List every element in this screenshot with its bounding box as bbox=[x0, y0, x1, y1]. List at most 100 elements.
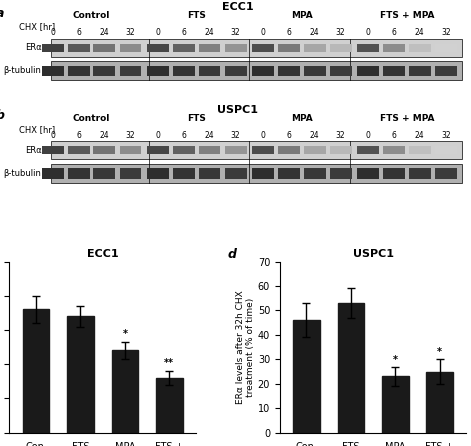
Bar bbox=[225, 44, 246, 52]
Bar bbox=[252, 66, 274, 76]
Bar bbox=[199, 146, 220, 154]
Text: *: * bbox=[122, 329, 127, 339]
Bar bbox=[278, 66, 300, 76]
Text: 6: 6 bbox=[392, 28, 397, 37]
Bar bbox=[278, 168, 300, 179]
Bar bbox=[409, 146, 430, 154]
Text: 0: 0 bbox=[365, 131, 371, 140]
Text: 6: 6 bbox=[286, 28, 292, 37]
Text: 24: 24 bbox=[310, 28, 319, 37]
Text: MPA: MPA bbox=[291, 11, 313, 20]
Bar bbox=[330, 44, 352, 52]
Bar bbox=[67, 316, 94, 433]
Bar bbox=[409, 66, 430, 76]
Bar bbox=[330, 168, 352, 179]
Text: 32: 32 bbox=[336, 28, 345, 37]
Bar bbox=[50, 61, 462, 80]
Bar bbox=[383, 168, 405, 179]
Bar bbox=[112, 351, 138, 433]
Text: 24: 24 bbox=[205, 131, 214, 140]
Bar bbox=[199, 168, 220, 179]
Text: 0: 0 bbox=[50, 131, 55, 140]
Bar bbox=[435, 66, 457, 76]
Bar bbox=[120, 146, 141, 154]
Text: FTS + MPA: FTS + MPA bbox=[380, 11, 434, 20]
Bar bbox=[50, 141, 462, 159]
Bar bbox=[156, 378, 183, 433]
Bar bbox=[409, 168, 430, 179]
Text: β-tubulin: β-tubulin bbox=[3, 66, 41, 75]
Text: 24: 24 bbox=[205, 28, 214, 37]
Bar bbox=[68, 66, 90, 76]
Bar bbox=[304, 168, 325, 179]
Text: 24: 24 bbox=[310, 131, 319, 140]
Text: FTS: FTS bbox=[187, 11, 206, 20]
Text: USPC1: USPC1 bbox=[217, 105, 259, 115]
Bar bbox=[357, 66, 379, 76]
Text: Control: Control bbox=[73, 114, 110, 123]
Bar bbox=[93, 66, 115, 76]
Text: 0: 0 bbox=[260, 131, 266, 140]
Bar bbox=[50, 39, 462, 57]
Bar bbox=[42, 146, 64, 154]
Text: FTS: FTS bbox=[187, 114, 206, 123]
Bar bbox=[382, 376, 408, 433]
Text: 24: 24 bbox=[100, 131, 109, 140]
Bar bbox=[23, 310, 49, 433]
Bar bbox=[338, 303, 364, 433]
Bar bbox=[199, 66, 220, 76]
Text: 6: 6 bbox=[76, 131, 81, 140]
Text: 6: 6 bbox=[392, 131, 397, 140]
Text: 32: 32 bbox=[126, 131, 135, 140]
Text: b: b bbox=[0, 109, 5, 122]
Text: d: d bbox=[227, 248, 236, 261]
Bar bbox=[304, 44, 325, 52]
Text: FTS + MPA: FTS + MPA bbox=[380, 114, 434, 123]
Bar bbox=[42, 66, 64, 76]
Bar bbox=[383, 146, 405, 154]
Bar bbox=[173, 168, 195, 179]
Text: 32: 32 bbox=[231, 131, 240, 140]
Bar bbox=[173, 66, 195, 76]
Bar bbox=[147, 168, 169, 179]
Text: 32: 32 bbox=[231, 28, 240, 37]
Bar bbox=[50, 164, 462, 183]
Text: 6: 6 bbox=[181, 28, 187, 37]
Bar bbox=[225, 66, 246, 76]
Bar bbox=[147, 146, 169, 154]
Bar bbox=[120, 168, 141, 179]
Text: MPA: MPA bbox=[291, 114, 313, 123]
Text: β-tubulin: β-tubulin bbox=[3, 169, 41, 178]
Text: **: ** bbox=[164, 358, 174, 368]
Text: 32: 32 bbox=[126, 28, 135, 37]
Bar bbox=[68, 146, 90, 154]
Text: 24: 24 bbox=[415, 28, 424, 37]
Text: 24: 24 bbox=[415, 131, 424, 140]
Bar bbox=[357, 146, 379, 154]
Bar bbox=[383, 44, 405, 52]
Bar bbox=[42, 168, 64, 179]
Text: 24: 24 bbox=[100, 28, 109, 37]
Bar bbox=[68, 44, 90, 52]
Bar bbox=[409, 44, 430, 52]
Bar bbox=[383, 66, 405, 76]
Text: *: * bbox=[437, 347, 442, 357]
Text: 0: 0 bbox=[365, 28, 371, 37]
Bar bbox=[304, 146, 325, 154]
Bar bbox=[278, 146, 300, 154]
Bar bbox=[225, 146, 246, 154]
Text: 0: 0 bbox=[155, 131, 160, 140]
Y-axis label: ERα levels after 32h CHX
treatment (% of time): ERα levels after 32h CHX treatment (% of… bbox=[236, 290, 255, 404]
Text: Control: Control bbox=[73, 11, 110, 20]
Text: *: * bbox=[393, 355, 398, 365]
Bar bbox=[42, 44, 64, 52]
Text: ERα: ERα bbox=[25, 43, 41, 52]
Bar bbox=[252, 146, 274, 154]
Bar bbox=[173, 44, 195, 52]
Bar bbox=[435, 168, 457, 179]
Title: USPC1: USPC1 bbox=[353, 249, 394, 259]
Bar bbox=[68, 168, 90, 179]
Bar bbox=[93, 146, 115, 154]
Bar bbox=[330, 146, 352, 154]
Text: 0: 0 bbox=[260, 28, 266, 37]
